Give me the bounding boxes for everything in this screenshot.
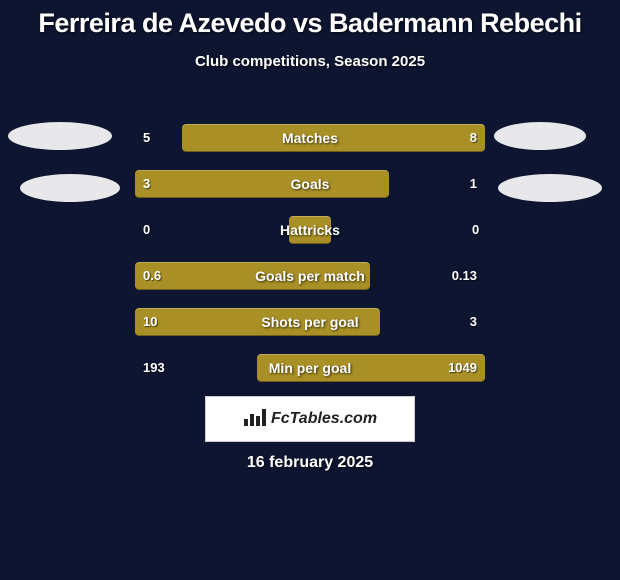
right-value: 8: [310, 124, 485, 152]
stat-row: 0.60.13Goals per match: [135, 262, 485, 290]
left-value: 10: [135, 308, 310, 336]
left-bar: [257, 354, 310, 382]
stat-row: 00Hattricks: [135, 216, 485, 244]
right-bar: [310, 308, 380, 336]
date-text: 16 february 2025: [0, 454, 620, 472]
stat-row: 1931049Min per goal: [135, 354, 485, 382]
stat-row: 58Matches: [135, 124, 485, 152]
right-value: 0.13: [425, 262, 485, 290]
right-bar: [310, 216, 331, 244]
page-title: Ferreira de Azevedo vs Badermann Rebechi: [0, 0, 620, 39]
left-bar: [289, 216, 310, 244]
stat-row: 103Shots per goal: [135, 308, 485, 336]
fctables-logo-icon: [243, 407, 267, 432]
left-value: 3: [135, 170, 310, 198]
avatar-ellipse: [20, 174, 120, 202]
right-bar: [310, 262, 370, 290]
avatar-ellipse: [8, 122, 112, 150]
right-value: 1: [406, 170, 485, 198]
right-value: 1049: [310, 354, 485, 382]
avatar-ellipse: [494, 122, 586, 150]
left-value: 193: [135, 354, 188, 382]
badge-text: FcTables.com: [271, 410, 377, 428]
left-value: 5: [135, 124, 263, 152]
avatar-ellipse: [498, 174, 602, 202]
fctables-badge[interactable]: FcTables.com: [205, 396, 415, 442]
subtitle: Club competitions, Season 2025: [0, 53, 620, 70]
right-bar: [310, 170, 389, 198]
left-value: 0.6: [135, 262, 310, 290]
left-value: 0: [135, 216, 156, 244]
right-value: 0: [464, 216, 485, 244]
right-value: 3: [415, 308, 485, 336]
comparison-stats: 58Matches31Goals00Hattricks0.60.13Goals …: [135, 124, 485, 400]
stat-row: 31Goals: [135, 170, 485, 198]
